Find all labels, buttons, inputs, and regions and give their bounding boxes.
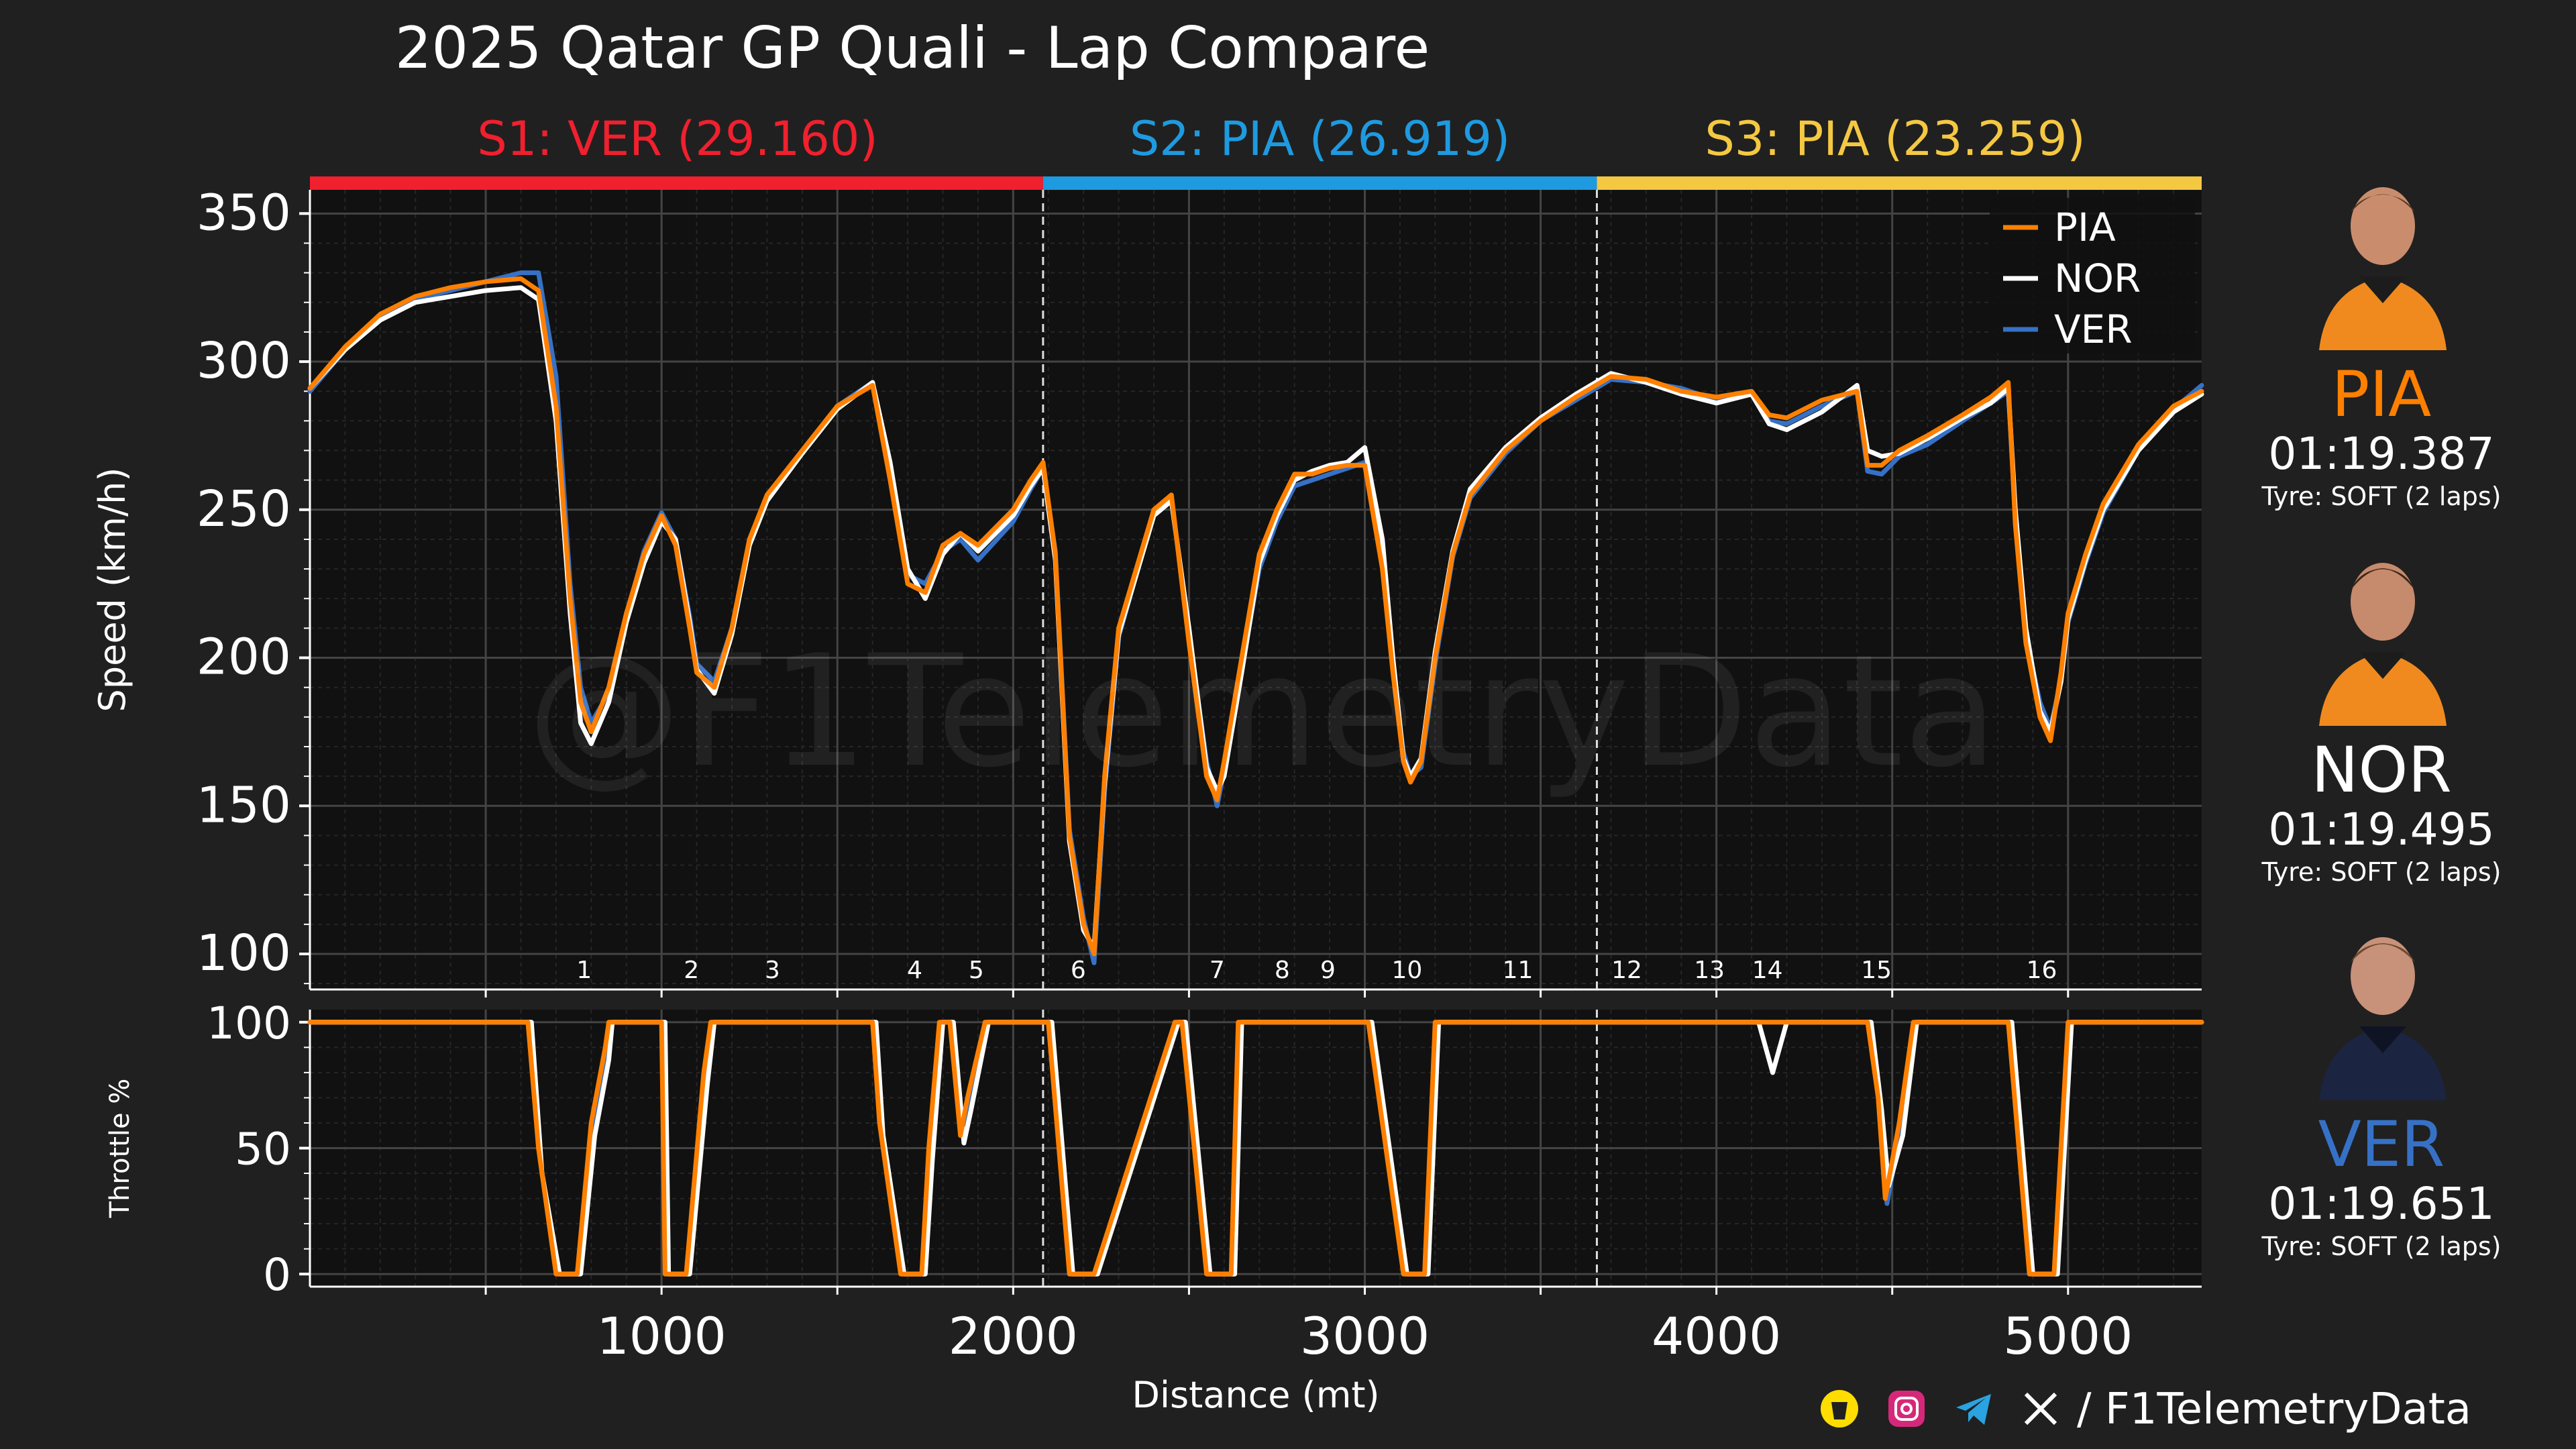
corner-label: 13: [1694, 957, 1725, 984]
driver-1-time: 01:19.387: [2268, 428, 2495, 480]
y-tick-label: 300: [197, 332, 291, 390]
corner-label: 15: [1861, 957, 1892, 984]
driver-2-tyre: Tyre: SOFT (2 laps): [2261, 857, 2502, 887]
watermark: @F1TelemetryData: [527, 623, 1998, 802]
y-tick-label: 150: [197, 776, 291, 834]
x-tick-label: 4000: [1652, 1306, 1781, 1366]
footer-handle[interactable]: / F1TelemetryData: [2077, 1385, 2471, 1434]
corner-label: 10: [1391, 957, 1422, 984]
telegram-icon[interactable]: [1953, 1389, 1994, 1429]
buymeacoffee-icon[interactable]: [1819, 1389, 1860, 1429]
y-tick-label: 50: [235, 1124, 291, 1175]
corner-label: 4: [907, 957, 922, 984]
driver-3-time: 01:19.651: [2268, 1178, 2495, 1230]
y-tick-label: 250: [197, 480, 291, 538]
driver-portrait-icon: [2312, 176, 2453, 350]
corner-label: 2: [684, 957, 699, 984]
series-line-pia: [307, 1020, 2204, 1277]
legend-label-nor: NOR: [2054, 256, 2141, 301]
y-tick-label: 100: [197, 924, 291, 982]
corner-label: 7: [1210, 957, 1225, 984]
corner-label: 8: [1275, 957, 1290, 984]
x-icon[interactable]: [2021, 1389, 2061, 1429]
y-tick-label: 100: [207, 998, 291, 1049]
y-tick-label: 0: [263, 1249, 291, 1301]
sector-1-label: S1: VER (29.160): [477, 111, 878, 166]
driver-3-code: VER: [2318, 1108, 2445, 1181]
legend-label-pia: PIA: [2054, 205, 2116, 250]
corner-label: 1: [576, 957, 592, 984]
sector-bar-1: [310, 176, 1043, 190]
y-tick-label: 200: [197, 629, 291, 686]
sector-2-label: S2: PIA (26.919): [1129, 111, 1511, 166]
corner-label: 14: [1752, 957, 1783, 984]
sector-3-label: S3: PIA (23.259): [1705, 111, 2086, 166]
driver-1-tyre: Tyre: SOFT (2 laps): [2261, 482, 2502, 511]
y-axis-label: Throttle %: [105, 1079, 136, 1219]
y-axis-label: Speed (km/h): [91, 468, 133, 712]
corner-label: 9: [1320, 957, 1336, 984]
driver-3-tyre: Tyre: SOFT (2 laps): [2261, 1232, 2502, 1261]
corner-label: 3: [765, 957, 780, 984]
series-line-nor: [307, 1020, 2204, 1277]
sector-bar-2: [1042, 176, 1597, 190]
corner-label: 5: [969, 957, 984, 984]
corner-label: 12: [1611, 957, 1642, 984]
driver-1-code: PIA: [2331, 358, 2432, 431]
x-axis-label: Distance (mt): [1132, 1374, 1379, 1416]
instagram-icon[interactable]: [1886, 1389, 1927, 1429]
y-tick-label: 350: [197, 184, 291, 241]
driver-2-time: 01:19.495: [2268, 804, 2495, 855]
x-tick-label: 2000: [949, 1306, 1078, 1366]
sector-bar-3: [1597, 176, 2202, 190]
corner-label: 16: [2027, 957, 2057, 984]
driver-portrait-icon: [2312, 551, 2453, 726]
x-tick-label: 3000: [1300, 1306, 1430, 1366]
speed-panel: 100 150 200 250 300 350 Speed (km/h) @F1Telemet…: [91, 176, 2204, 998]
chart-title: 2025 Qatar GP Quali - Lap Compare: [394, 15, 1430, 82]
driver-portrait-icon: [2312, 926, 2453, 1100]
x-tick-label: 1000: [596, 1306, 726, 1366]
x-tick-label: 5000: [2003, 1306, 2133, 1366]
throttle-panel: 0 50 100 Throttle % 1000 2000 3000 4000 5000 Dist…: [105, 998, 2204, 1416]
corner-label: 6: [1071, 957, 1086, 984]
driver-2-code: NOR: [2311, 734, 2452, 807]
legend-label-ver: VER: [2054, 307, 2133, 352]
legend-box: [1990, 198, 2195, 354]
corner-label: 11: [1503, 957, 1534, 984]
series-line-pia: [307, 276, 2204, 957]
